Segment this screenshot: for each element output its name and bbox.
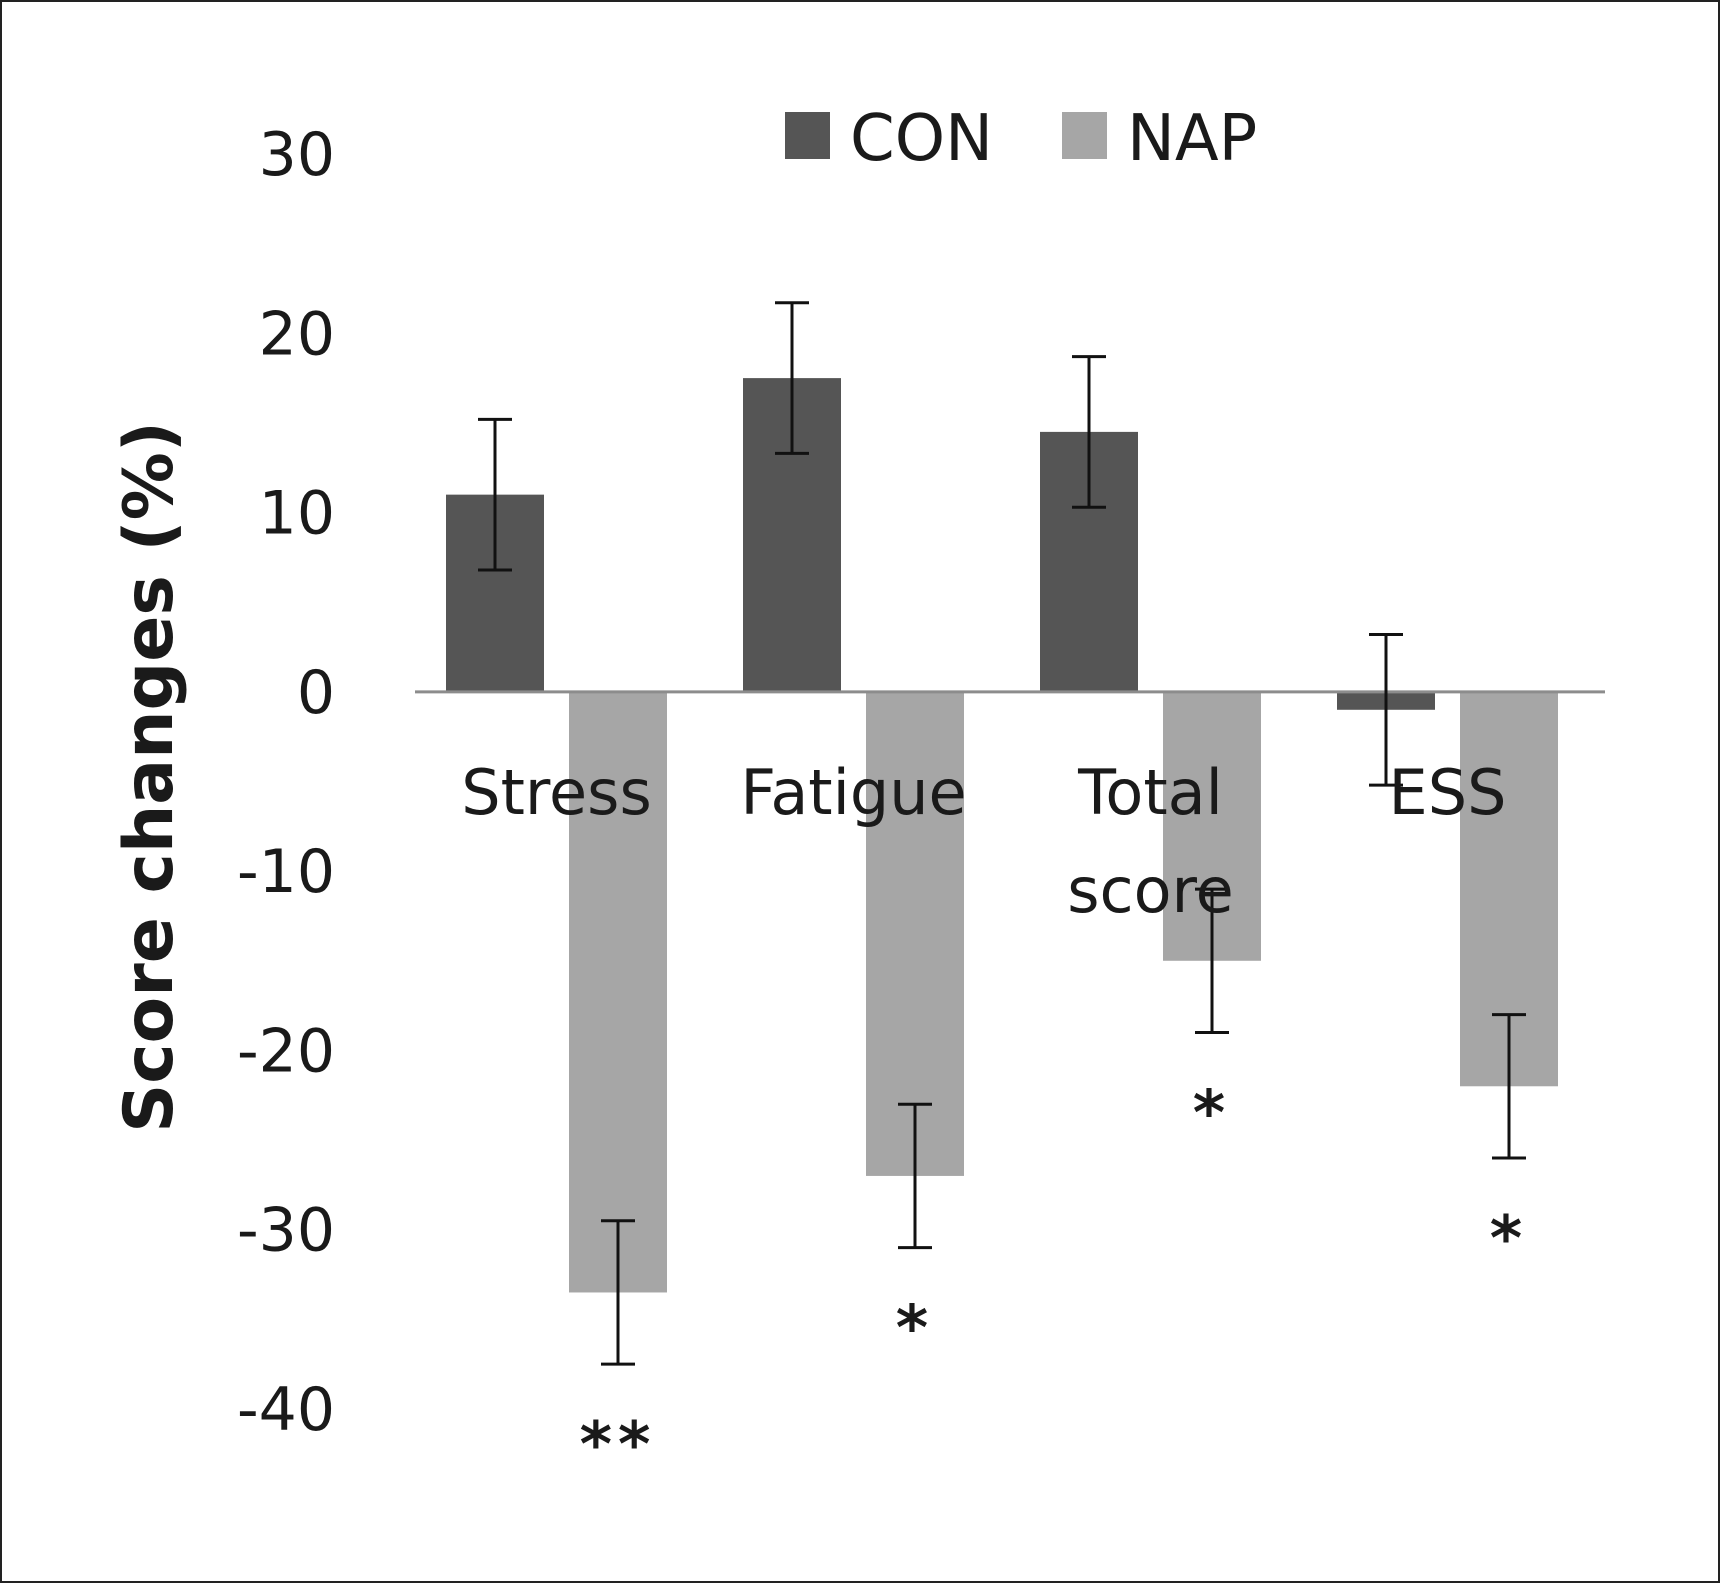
y-tick-label: 10 — [259, 479, 335, 549]
category-label: Fatigue — [740, 756, 966, 829]
bar-nap — [569, 691, 667, 1293]
legend-swatch-nap — [1062, 112, 1107, 159]
category-label: ESS — [1389, 756, 1507, 829]
y-tick-label: -40 — [237, 1375, 335, 1445]
bars — [446, 378, 1558, 1293]
significance-marker: * — [896, 1292, 934, 1365]
y-tick-label: 20 — [259, 299, 335, 369]
significance-marker: * — [1193, 1077, 1231, 1150]
category-labels: Stress Fatigue Total score ESS — [461, 756, 1506, 927]
y-tick-label: 30 — [259, 120, 335, 190]
error-bars — [478, 301, 1526, 1366]
bar-nap — [866, 691, 964, 1176]
y-axis-label-group: Score changes (%) — [110, 421, 189, 1133]
significance-markers: ***** — [580, 1077, 1528, 1482]
category-label: Total — [1077, 756, 1223, 829]
legend: CON NAP — [785, 102, 1257, 176]
significance-marker: * — [1490, 1202, 1528, 1275]
category-label: Stress — [461, 756, 652, 829]
significance-marker: ** — [580, 1408, 657, 1481]
category-label: score — [1067, 854, 1234, 927]
y-axis-ticks: 30 20 10 0 -10 -20 -30 -40 — [237, 120, 335, 1445]
y-tick-label: -10 — [237, 837, 335, 907]
y-tick-label: -30 — [237, 1196, 335, 1266]
legend-swatch-con — [785, 112, 830, 159]
legend-label-con: CON — [850, 102, 993, 176]
legend-label-nap: NAP — [1127, 102, 1257, 176]
y-axis-label: Score changes (%) — [110, 421, 189, 1133]
y-tick-label: -20 — [237, 1016, 335, 1086]
y-tick-label: 0 — [297, 658, 335, 728]
